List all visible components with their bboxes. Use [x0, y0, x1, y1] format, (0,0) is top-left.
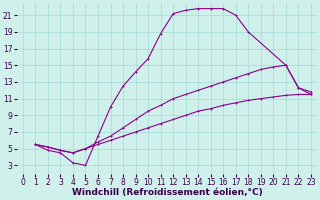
X-axis label: Windchill (Refroidissement éolien,°C): Windchill (Refroidissement éolien,°C) [72, 188, 262, 197]
